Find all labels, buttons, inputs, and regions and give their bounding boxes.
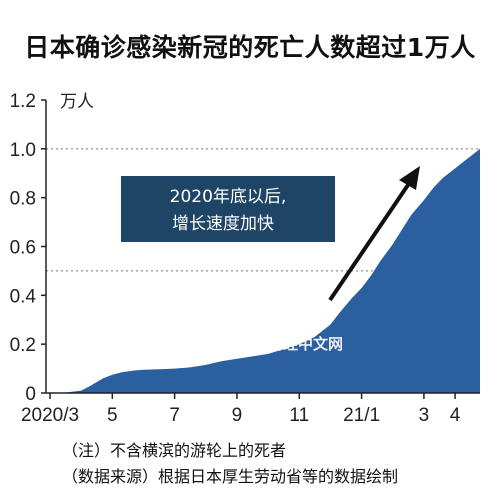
- x-tick-label: 3: [419, 405, 430, 426]
- annotation-line-1: 2020年底以后,: [170, 187, 287, 207]
- x-tick-label: 2020/3: [21, 405, 79, 426]
- x-tick-label: 9: [232, 405, 243, 426]
- trend-arrow-head: [399, 166, 420, 190]
- watermark: 日经中文网: [268, 335, 343, 353]
- y-tick-label: 1.0: [10, 140, 36, 161]
- annotation-callout: 2020年底以后, 增长速度加快: [121, 176, 335, 242]
- chart-title: 日本确诊感染新冠的死亡人数超过1万人: [24, 33, 476, 62]
- trend-arrow: [328, 166, 420, 302]
- y-tick-label: 0.2: [10, 335, 36, 356]
- footnote-source: （数据来源）根据日本厚生劳动省等的数据绘制: [62, 467, 399, 486]
- y-tick-label: 1.2: [10, 91, 36, 112]
- x-tick-label: 11: [289, 405, 309, 426]
- trend-arrow-shaft: [328, 180, 412, 302]
- y-axis-unit-label: 万人: [60, 92, 94, 112]
- footnotes: （注）不含横滨的游轮上的死者 （数据来源）根据日本厚生劳动省等的数据绘制: [62, 438, 398, 490]
- x-tick-label: 7: [169, 405, 180, 426]
- y-tick-label: 0.8: [10, 189, 36, 210]
- y-tick-label: 0: [25, 384, 36, 405]
- y-tick-label: 0.4: [10, 286, 37, 307]
- annotation-line-2: 增长速度加快: [172, 214, 274, 234]
- series-area: [50, 148, 480, 393]
- footnote-exclusion: （注）不含横滨的游轮上的死者: [62, 441, 287, 460]
- axis-layer: 0 0.2 0.4 0.6 0.8 1.0 1.2 2020/3 5 7 9 11 21/1 3 4: [10, 91, 480, 426]
- y-tick-label: 0.6: [10, 238, 36, 259]
- annotation-box: [121, 176, 335, 242]
- x-tick-label: 21/1: [343, 405, 380, 426]
- x-tick-label: 5: [107, 405, 118, 426]
- x-tick-label: 4: [450, 405, 461, 426]
